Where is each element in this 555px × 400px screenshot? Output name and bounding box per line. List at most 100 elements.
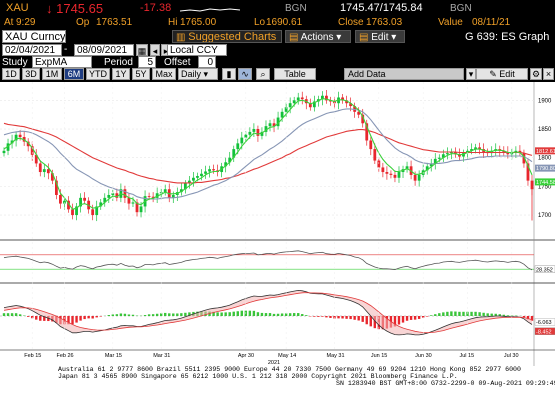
timeframe-ytd[interactable]: YTD xyxy=(86,68,110,80)
candle-body xyxy=(381,167,385,173)
candle-icon: ▮ xyxy=(226,69,232,79)
candle-body xyxy=(526,163,530,181)
candle-body xyxy=(183,183,187,190)
candle-body xyxy=(107,194,111,198)
frequency-label: Daily xyxy=(181,69,202,79)
candle-body xyxy=(321,95,324,100)
x-tick-label: Jun 30 xyxy=(415,353,432,359)
zoom-button[interactable]: ⌕ xyxy=(256,68,270,80)
offset-label: Offset xyxy=(164,57,191,68)
last-price: ↓ 1745.65 xyxy=(46,1,104,16)
candle-body xyxy=(30,146,34,155)
study-select[interactable]: ExpMA xyxy=(32,56,92,68)
candle-body xyxy=(2,150,6,154)
candle-body xyxy=(308,103,312,108)
start-date-input[interactable]: 02/04/2021 xyxy=(2,44,62,56)
macd-line xyxy=(3,289,533,336)
candle-body xyxy=(268,123,272,127)
chevron-down-icon: ▾ xyxy=(203,69,209,79)
chart-type-button[interactable]: ▮ xyxy=(222,68,236,80)
high-label: Hi xyxy=(168,17,178,28)
macd-last-tag xyxy=(534,318,555,326)
candle-body xyxy=(458,154,461,157)
candle-body xyxy=(224,162,228,167)
candle-body xyxy=(417,174,421,181)
candle-body xyxy=(385,172,389,174)
candle-body xyxy=(437,157,441,159)
suggested-charts-button[interactable]: ▥ Suggested Charts xyxy=(172,30,282,43)
value-date: 08/11/21 xyxy=(472,17,511,28)
x-tick-label: Feb 26 xyxy=(56,353,73,359)
footer-line-1: Australia 61 2 9777 8600 Brazil 5511 239… xyxy=(58,366,521,373)
candle-body xyxy=(196,176,199,178)
candle-body xyxy=(514,150,518,152)
candle-body xyxy=(506,151,510,155)
prev-period-button[interactable]: ◂ xyxy=(150,44,160,56)
candle-body xyxy=(433,158,437,164)
candle-body xyxy=(272,123,276,127)
candle-body xyxy=(260,131,264,136)
candle-body xyxy=(163,189,167,193)
candle-body xyxy=(42,169,46,173)
frequency-select[interactable]: Daily ▾ xyxy=(178,68,218,80)
candle-body xyxy=(373,149,377,161)
timeframe-1y[interactable]: 1Y xyxy=(112,68,130,80)
add-data-input[interactable]: Add Data xyxy=(344,68,464,80)
candle-body xyxy=(232,149,236,158)
candle-body xyxy=(26,141,30,147)
candle-body xyxy=(264,126,268,132)
chevron-right-icon: ▸ xyxy=(163,46,169,56)
edit-label: Edit xyxy=(371,32,389,43)
timeframe-1m[interactable]: 1M xyxy=(42,68,62,80)
line-type-button[interactable]: ∿ xyxy=(238,68,252,80)
macd-panel: -6.063 -8.452 xyxy=(0,289,555,336)
candle-body xyxy=(111,193,115,195)
y-tick-label: 1700 xyxy=(538,213,552,219)
candle-body xyxy=(240,137,244,144)
offset-input[interactable]: 0 xyxy=(198,56,216,68)
currency-select[interactable]: Local CCY xyxy=(167,44,227,56)
candle-body xyxy=(252,129,256,132)
chart-options-button[interactable]: ⚙ xyxy=(530,68,542,80)
y-tick-label: 1800 xyxy=(538,156,552,162)
exchange-code: BGN xyxy=(285,3,307,14)
timeframe-3d[interactable]: 3D xyxy=(22,68,40,80)
close-chart-button[interactable]: × xyxy=(543,68,554,80)
timeframe-max[interactable]: Max xyxy=(152,68,176,80)
calendar-button[interactable]: ▦ xyxy=(136,44,148,56)
footer-line-3: SN 1283940 BST GMT+8:00 G732-2299-0 09-A… xyxy=(336,380,555,387)
candle-body xyxy=(413,174,417,181)
candle-body xyxy=(151,196,155,198)
edit-chart-button[interactable]: ✎ Edit Chart xyxy=(476,68,528,89)
candle-body xyxy=(46,169,50,174)
chevron-down-icon: ▾ xyxy=(468,69,474,79)
candle-body xyxy=(530,180,534,190)
timeframe-1d[interactable]: 1D xyxy=(2,68,20,80)
candle-body xyxy=(325,95,328,101)
x-tick-label: May 31 xyxy=(327,353,345,359)
add-data-search-button[interactable]: ▾ xyxy=(466,68,476,80)
high-value: 1765.00 xyxy=(180,17,217,28)
security-input[interactable]: XAU Curncy xyxy=(2,30,66,43)
candle-body xyxy=(228,157,232,163)
end-date-input[interactable]: 08/09/2021 xyxy=(74,44,134,56)
period-input[interactable]: 5 xyxy=(138,56,156,68)
actions-button[interactable]: ▤ Actions ▾ xyxy=(285,30,351,43)
ema-mid-line xyxy=(3,108,533,200)
candle-body xyxy=(445,153,449,155)
open-value: 1763.51 xyxy=(96,17,133,28)
timeframe-5y[interactable]: 5Y xyxy=(132,68,150,80)
candle-body xyxy=(425,166,429,171)
x-axis: Feb 15 Feb 26 Mar 15 Mar 31 Apr 30 May 14 May … xyxy=(0,82,555,366)
candle-body xyxy=(135,202,139,213)
quote-header: XAU ↓ 1745.65 -17.38 BGN 1745.47/1745.84… xyxy=(0,0,555,32)
candle-body xyxy=(345,100,348,104)
candle-body xyxy=(192,177,195,181)
timeframe-6m[interactable]: 6M xyxy=(64,68,84,80)
edit-icon: ▤ xyxy=(359,32,369,43)
edit-button[interactable]: ▤ Edit ▾ xyxy=(355,30,405,43)
table-button[interactable]: Table xyxy=(274,68,316,80)
oscillator-last-tag xyxy=(534,265,555,273)
chart-area[interactable]: 1700 1750 1800 1850 1900 1790.80 1812.61 1744.5… xyxy=(0,82,555,372)
candle-body xyxy=(389,173,393,175)
